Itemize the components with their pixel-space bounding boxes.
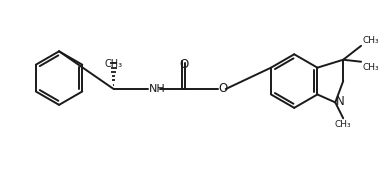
Text: CH₃: CH₃ [362, 63, 379, 72]
Text: CH₃: CH₃ [335, 120, 352, 129]
Text: O: O [180, 58, 189, 71]
Text: NH: NH [149, 84, 166, 94]
Text: CH₃: CH₃ [362, 36, 379, 45]
Text: O: O [219, 82, 228, 96]
Text: CH₃: CH₃ [105, 59, 123, 69]
Text: N: N [336, 95, 345, 108]
